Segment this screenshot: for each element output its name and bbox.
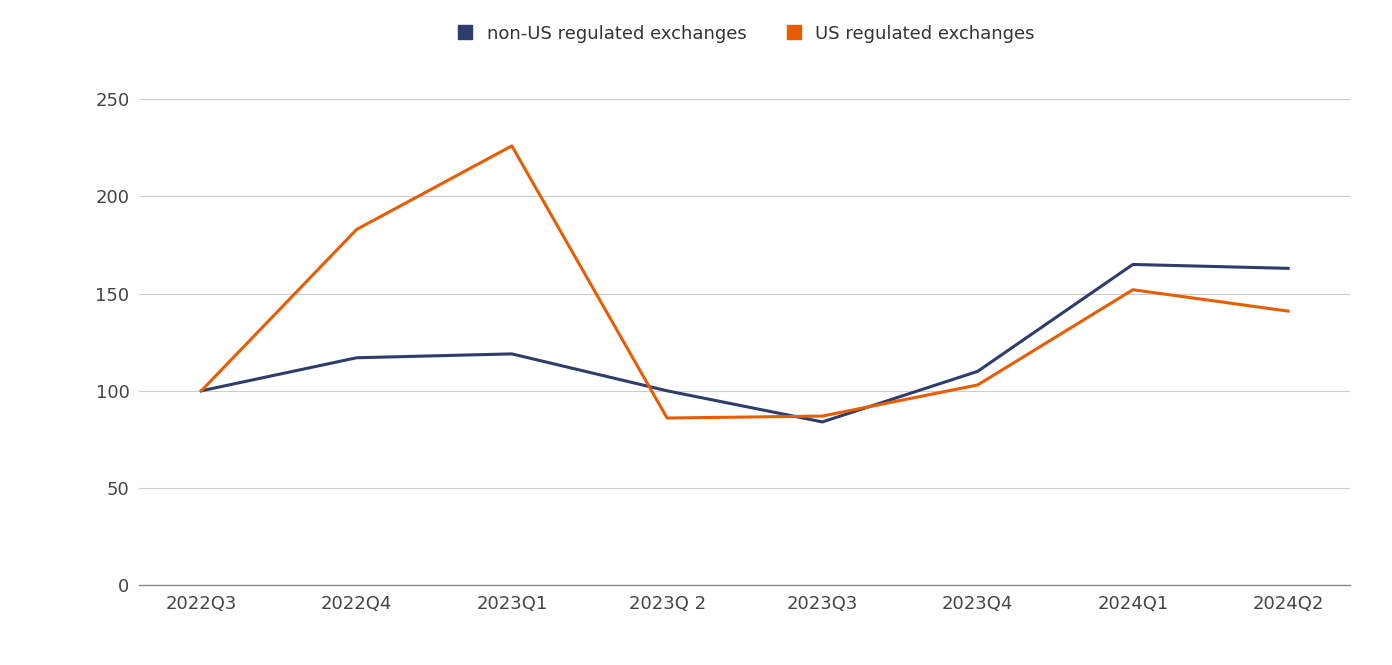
US regulated exchanges [193, 387, 210, 395]
non-US regulated exchanges [504, 350, 521, 358]
non-US regulated exchanges [814, 418, 831, 426]
US regulated exchanges [1125, 286, 1141, 294]
US regulated exchanges [504, 142, 521, 150]
non-US regulated exchanges [658, 387, 675, 395]
US regulated exchanges [348, 225, 365, 233]
non-US regulated exchanges [1125, 261, 1141, 269]
Legend: non-US regulated exchanges, US regulated exchanges: non-US regulated exchanges, US regulated… [447, 18, 1043, 51]
non-US regulated exchanges [348, 354, 365, 362]
US regulated exchanges [814, 412, 831, 420]
non-US regulated exchanges [193, 387, 210, 395]
Line: US regulated exchanges: US regulated exchanges [202, 146, 1288, 418]
non-US regulated exchanges [1279, 265, 1296, 273]
Line: non-US regulated exchanges: non-US regulated exchanges [202, 265, 1288, 422]
US regulated exchanges [658, 414, 675, 422]
US regulated exchanges [969, 381, 986, 389]
non-US regulated exchanges [969, 367, 986, 375]
US regulated exchanges [1279, 307, 1296, 315]
